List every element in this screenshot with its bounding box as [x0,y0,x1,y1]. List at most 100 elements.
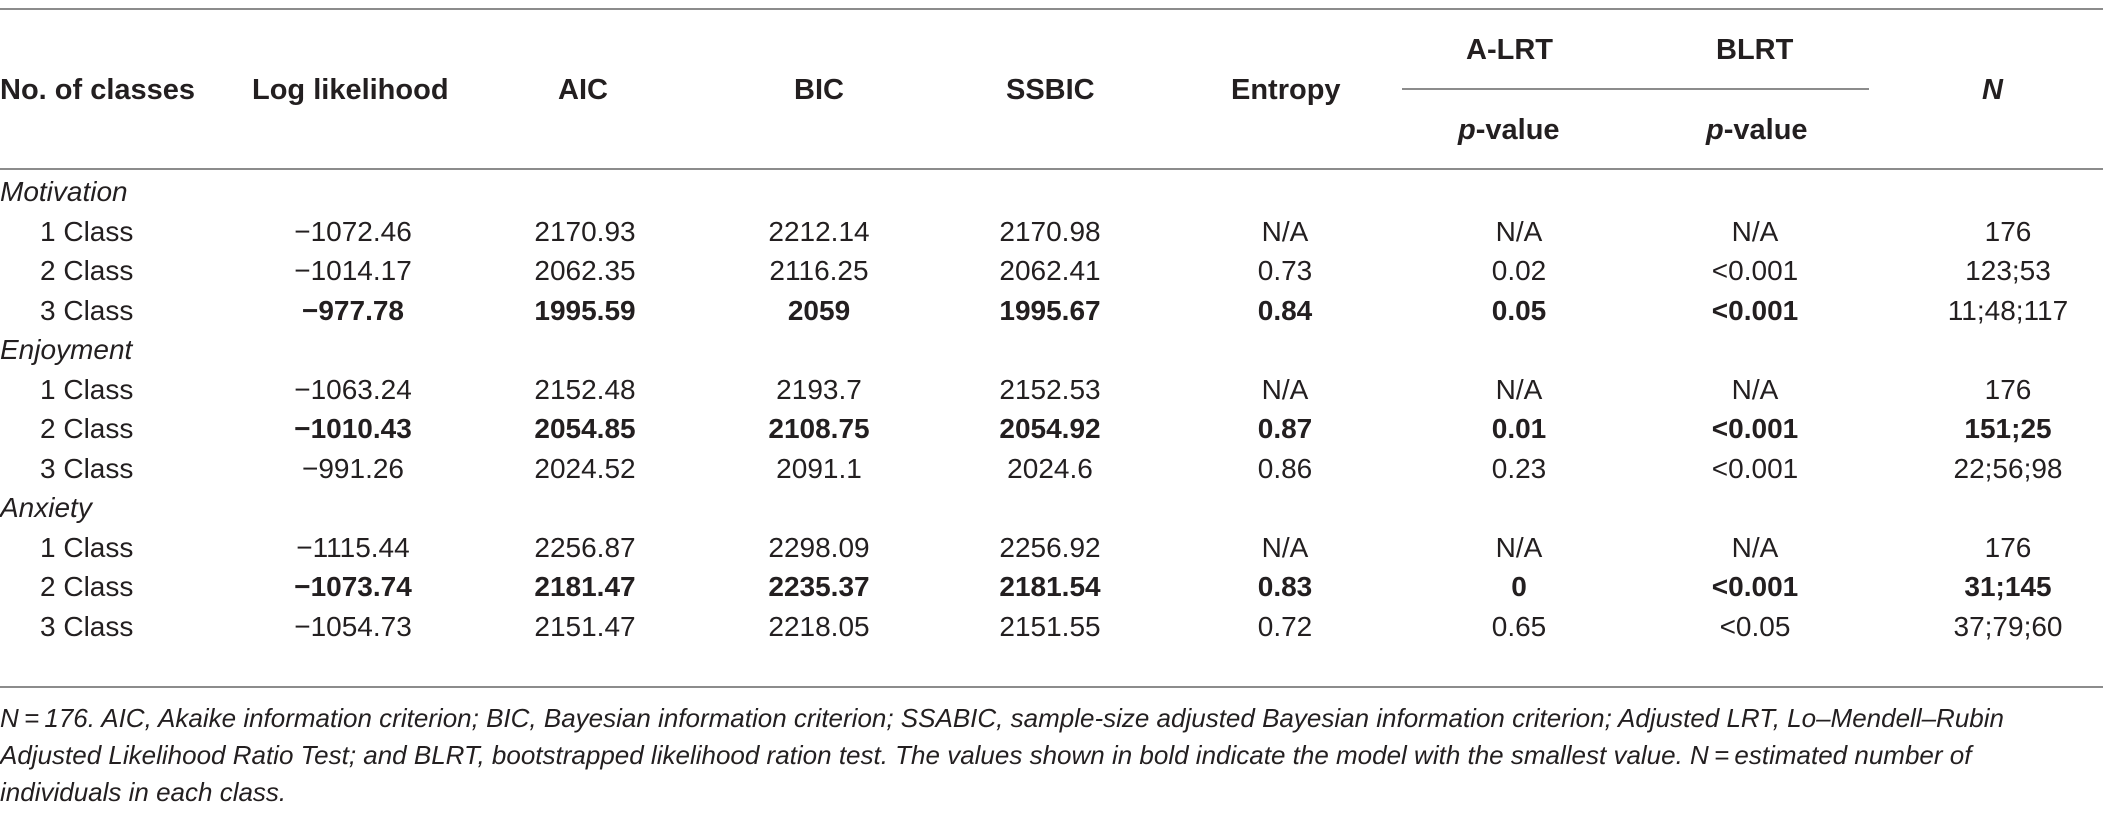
table-footnote: N = 176. AIC, Akaike information criteri… [0,700,2090,811]
table-cell: N/A [1495,531,1543,563]
table-cell: 2152.48 [534,373,636,405]
table-cell: −1063.24 [294,373,412,405]
table-cell: −1014.17 [294,255,412,286]
table-cell: 37;79;60 [1953,610,2063,642]
table-cell: −1054.73 [294,610,412,642]
table-cell: 2054.92 [999,413,1101,444]
table-cell: 2024.6 [1007,452,1093,484]
table-cell: 0.73 [1257,255,1313,286]
table-cell: 2170.93 [534,215,636,247]
table-cell: 2116.25 [769,255,869,286]
table-cell: 0.02 [1491,255,1547,286]
table-cell: <0.001 [1711,452,1799,484]
top-rule [0,8,2103,10]
table-cell: 0.65 [1491,610,1547,642]
table-cell: 1995.59 [534,294,636,326]
table-cell: −977.78 [302,294,404,326]
header-blrt: BLRT [1716,34,1794,66]
table-cell: 0.01 [1491,413,1547,444]
header-a-lrt: A-LRT [1466,34,1553,66]
p-value-suffix: -value [1723,114,1808,146]
table-cell: 176 [1984,215,2032,247]
row-label: 3 Class [40,452,134,484]
table-cell: N/A [1495,215,1543,247]
table-cell: 176 [1984,531,2032,563]
table-cell: 2059 [787,294,851,326]
table-bottom-rule [0,686,2103,688]
table-cell: −1010.43 [294,413,412,444]
table-cell: <0.05 [1719,610,1791,642]
header-log-likelihood: Log likelihood [252,74,449,106]
table-cell: 123;53 [1965,255,2051,286]
table-cell: 2170.98 [999,215,1101,247]
header-a-lrt-p-value: p-value [1458,112,1560,148]
header-bottom-rule [0,168,2103,170]
row-label: 1 Class [40,373,134,405]
table-cell: 22;56;98 [1953,452,2063,484]
table-cell: 2151.47 [534,610,636,642]
table-cell: 176 [1984,373,2032,405]
table-cell: N/A [1731,531,1779,563]
table-cell: −1072.46 [294,215,412,247]
table-cell: 2108.75 [768,413,870,444]
table-cell: 2298.09 [768,531,870,563]
header-entropy: Entropy [1231,74,1341,106]
table-cell: 0.86 [1257,452,1313,484]
header-sub-rule [1402,88,1869,90]
table-cell: 2193.7 [776,373,862,405]
row-label: 2 Class [40,571,134,602]
row-label: 2 Class [40,413,134,444]
footnote-line-1: N = 176. AIC, Akaike information criteri… [0,703,2004,733]
n-italic: N [1982,74,2003,106]
table-cell: N/A [1261,215,1309,247]
p-italic: p [1706,114,1724,146]
table-cell: <0.001 [1711,255,1799,286]
footnote-line-2: Adjusted Likelihood Ratio Test; and BLRT… [0,740,1972,770]
table-cell: N/A [1261,373,1309,405]
section-title: Enjoyment [0,334,133,365]
table-cell: 0.23 [1491,452,1547,484]
table-cell: 2235.37 [768,571,870,602]
table-cell: 2218.05 [768,610,870,642]
header-bic: BIC [794,74,844,106]
table-cell: <0.001 [1711,571,1799,602]
table-cell: 0.83 [1257,571,1313,602]
table-cell: −1115.44 [296,531,410,563]
row-label: 1 Class [40,531,134,563]
table-cell: 2212.14 [768,215,870,247]
table-cell: 151;25 [1964,413,2052,444]
table-cell: 2256.87 [534,531,636,563]
table-cell: 1995.67 [999,294,1101,326]
row-label: 1 Class [40,215,134,247]
table-cell: 2024.52 [534,452,636,484]
header-ssbic: SSBIC [1006,74,1095,106]
p-value-suffix: -value [1475,114,1560,146]
row-label: 3 Class [40,610,134,642]
header-blrt-p-value: p-value [1706,112,1808,148]
table-cell: N/A [1731,215,1779,247]
table-cell: 2181.47 [534,571,636,602]
p-italic: p [1458,114,1476,146]
table-cell: 11;48;117 [1947,294,2069,326]
section-title: Anxiety [0,492,92,523]
table-cell: 2091.1 [776,452,862,484]
row-label: 3 Class [40,294,134,326]
table-cell: 0.72 [1257,610,1313,642]
table-cell: 2062.35 [534,255,636,286]
footnote-line-3: individuals in each class. [0,777,287,807]
table-cell: 31;145 [1964,571,2052,602]
table-cell: 0.87 [1257,413,1313,444]
table-cell: −991.26 [302,452,404,484]
header-no-of-classes: No. of classes [0,74,196,106]
table-cell: <0.001 [1711,294,1799,326]
table-cell: <0.001 [1711,413,1799,444]
table-cell: N/A [1261,531,1309,563]
table-cell: 2151.55 [999,610,1101,642]
table-cell: −1073.74 [294,571,412,602]
table-cell: 0 [1511,571,1527,602]
table-cell: 2062.41 [999,255,1101,286]
table-cell: 2181.54 [999,571,1101,602]
table-cell: 2054.85 [534,413,636,444]
table-cell: N/A [1731,373,1779,405]
header-aic: AIC [558,74,608,106]
